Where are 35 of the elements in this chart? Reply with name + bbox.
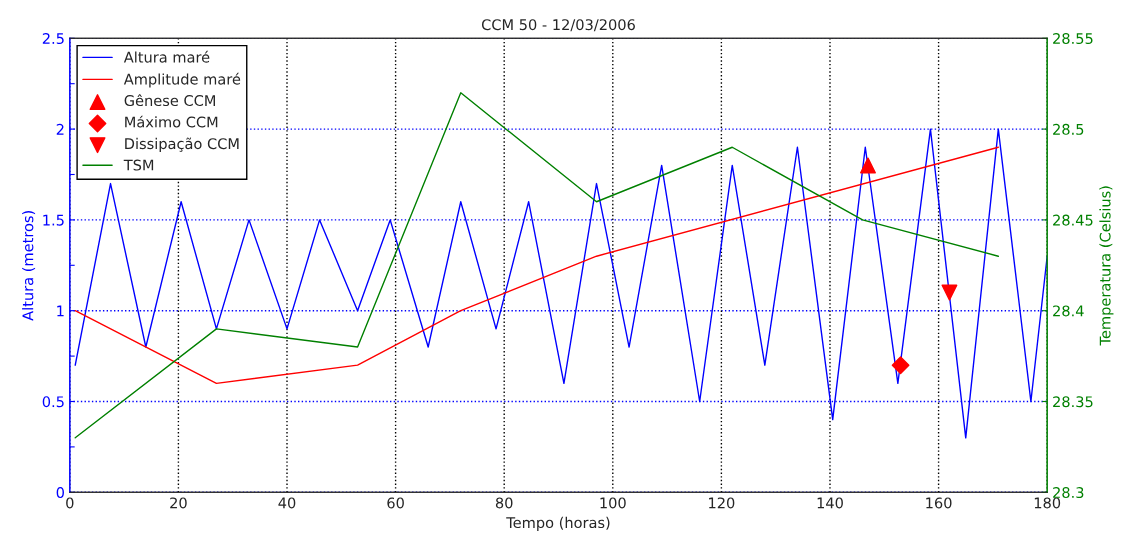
y2-tick-label: 28.3 [1053,487,1084,499]
x-tick-label: 60 [387,497,404,509]
y2-tick-label: 28.45 [1053,214,1093,226]
y-tick-label: 0.5 [42,396,64,408]
y-tick-label: 0 [56,487,64,499]
y-tick-label: 2.5 [42,33,64,45]
legend-label: Dissipação CCM [125,137,239,152]
x-axis-title: Tempo (horas) [506,516,610,531]
point [891,356,910,375]
x-tick-label: 0 [66,497,74,509]
y-axis-title: Altura (metros) [22,211,36,321]
legend-label: Gênese CCM [124,94,215,107]
y-tick-label: 2 [56,123,64,135]
x-tick-label: 160 [926,497,952,509]
x-tick-label: 120 [709,497,735,509]
legend-label: Altura maré [123,50,210,63]
x-tick-label: 40 [278,497,296,509]
x-tick-label: 20 [170,497,187,509]
y2-tick-label: 28.35 [1053,396,1093,408]
legend-label: Máximo CCM [125,115,218,128]
x-tick-label: 180 [1034,497,1061,509]
point [860,157,876,174]
point [941,284,958,301]
y2-axis-title: Temperatura (Celsius) [1099,186,1114,346]
y2-tick-label: 28.55 [1053,33,1093,45]
legend-label: Amplitude maré [123,72,241,88]
y-tick-label: 1 [57,305,64,317]
y-tick-label: 1.5 [43,214,64,226]
y2-tick-label: 28.4 [1053,305,1084,317]
y2-tick-label: 28.5 [1053,123,1084,135]
x-tick-label: 140 [817,497,843,509]
chart-title: CCM 50 - 12/03/2006 [481,19,635,32]
x-tick-label: 100 [600,497,626,509]
x-tick-label: 80 [495,497,513,509]
legend-label: TSM [123,159,154,171]
